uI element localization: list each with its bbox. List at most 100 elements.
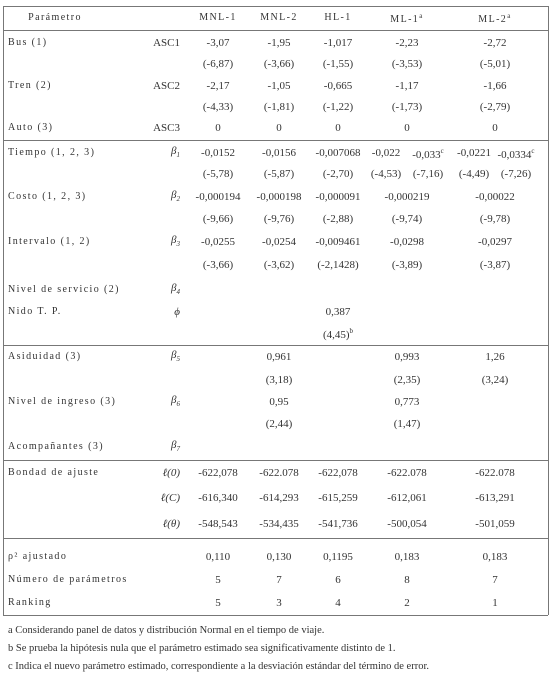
rule (3, 460, 548, 461)
row-label: Auto (3) (8, 122, 54, 133)
cell-value: 6 (335, 574, 341, 586)
cell-value: (-5,78) (202, 168, 234, 180)
row-label: Acompañantes (3) (8, 441, 104, 452)
cell-value: -1,017 (323, 37, 353, 49)
row-label: Bus (1) (8, 37, 48, 48)
cell-value-sup: c (531, 147, 535, 156)
cell-value: 0,1195 (323, 551, 353, 563)
row-label: Nido T. P. (8, 306, 62, 317)
row-symbol-text: β (171, 281, 177, 294)
cell-value: -0,000219 (384, 191, 430, 203)
row-symbol-text: β (171, 144, 177, 157)
cell-value: 7 (492, 574, 498, 586)
cell-value: (-1,22) (322, 101, 354, 113)
cell-value: -0,0297 (478, 236, 512, 248)
cell-value: -541,736 (318, 518, 358, 530)
cell-value: 0,773 (394, 396, 420, 408)
rule (3, 30, 548, 31)
cell-value: -0,000194 (195, 191, 241, 203)
cell-value: -534,435 (259, 518, 299, 530)
cell-value: -0,000198 (256, 191, 302, 203)
cell-value: (-2,88) (322, 213, 354, 225)
cell-value: -2,17 (206, 80, 230, 92)
row-label: Intervalo (1, 2) (8, 236, 91, 247)
row-symbol-sub: 5 (176, 355, 181, 364)
cell-value-text: (4,45) (322, 328, 350, 341)
row-symbol: ℓ(C) (160, 492, 180, 504)
cell-value: -0,0254 (262, 236, 296, 248)
cell-value: (-3,53) (391, 58, 423, 70)
column-header-sup: a (507, 11, 512, 20)
column-header-sup: a (419, 11, 424, 20)
row-symbol: β6 (171, 393, 180, 411)
row-label: Asiduidad (3) (8, 351, 82, 362)
cell-value: -0,00022 (475, 191, 515, 203)
cell-value: (-9,74) (391, 213, 423, 225)
cell-value: 5 (215, 574, 221, 586)
cell-value: (-9,76) (263, 213, 295, 225)
cell-value: -1,66 (483, 80, 507, 92)
cell-value: -2,72 (483, 37, 507, 49)
footnote: a Considerando panel de datos y distribu… (8, 625, 325, 636)
border (3, 6, 4, 615)
row-symbol: β5 (171, 348, 180, 366)
row-symbol-sub: 3 (176, 240, 181, 249)
cell-value-sup: b (349, 327, 354, 336)
cell-value: -0,0221 (457, 147, 491, 159)
row-symbol-text: β (171, 188, 177, 201)
cell-value: 1 (492, 597, 498, 609)
cell-value: (-4,53) (370, 168, 402, 180)
cell-value: (-4,49) (458, 168, 490, 180)
border (548, 6, 549, 615)
row-symbol: ℓ(0) (162, 467, 180, 479)
cell-value: (-3,66) (263, 58, 295, 70)
cell-value: (-9,66) (202, 213, 234, 225)
cell-value: -622.078 (475, 467, 515, 479)
row-symbol: β7 (171, 438, 180, 456)
row-symbol-text: β (171, 438, 177, 451)
row-symbol-text: β (171, 233, 177, 246)
row-label: Costo (1, 2, 3) (8, 191, 87, 202)
cell-value: (-5,87) (263, 168, 295, 180)
cell-value: 0,95 (269, 396, 289, 408)
row-symbol: β3 (171, 233, 180, 251)
row-symbol: ASC3 (153, 122, 180, 134)
cell-value: -622.078 (387, 467, 427, 479)
cell-value: -0,007068 (315, 147, 361, 159)
cell-value: 0 (215, 122, 221, 134)
cell-value: -1,05 (267, 80, 291, 92)
row-symbol-sub: 2 (176, 195, 181, 204)
cell-value: -0,022 (371, 147, 401, 159)
cell-value: (-2,1428) (317, 259, 359, 271)
row-label: Nivel de servicio (2) (8, 284, 120, 295)
column-header: Parámetro (28, 12, 82, 23)
rule (3, 6, 548, 7)
row-symbol: ℓ(θ) (162, 518, 180, 530)
cell-value: 5 (215, 597, 221, 609)
row-symbol-sub: 4 (176, 288, 181, 297)
row-symbol-sub: 7 (176, 445, 181, 454)
cell-value: -622,078 (198, 467, 238, 479)
cell-value: -548,543 (198, 518, 238, 530)
cell-value: (-1,73) (391, 101, 423, 113)
cell-value: -0,0298 (390, 236, 424, 248)
cell-value: 1,26 (485, 351, 505, 363)
cell-value: -612,061 (387, 492, 427, 504)
row-symbol: ASC1 (153, 37, 180, 49)
row-symbol-sub: 6 (176, 400, 181, 409)
cell-value: -0,0334c (497, 144, 534, 162)
cell-value: 8 (404, 574, 410, 586)
cell-value: -0,033c (412, 144, 444, 162)
cell-value: 0,183 (482, 551, 508, 563)
cell-value: 0,387 (325, 306, 351, 318)
cell-value: (-6,87) (202, 58, 234, 70)
rule (3, 538, 548, 539)
row-symbol: β4 (171, 281, 180, 299)
cell-value: -622,078 (318, 467, 358, 479)
footnote: b Se prueba la hipótesis nula que el par… (8, 643, 396, 654)
cell-value: (-2,79) (479, 101, 511, 113)
cell-value: (-3,66) (202, 259, 234, 271)
cell-value: 0,183 (394, 551, 420, 563)
cell-value: (4,45)b (323, 324, 353, 342)
cell-value: 0,110 (205, 551, 231, 563)
